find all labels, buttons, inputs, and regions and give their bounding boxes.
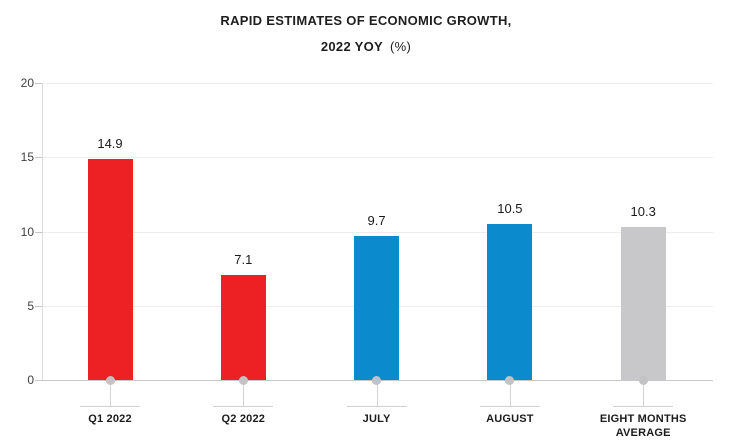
y-axis-tick-label: 0 (27, 373, 34, 387)
bar (487, 224, 533, 380)
chart-title: RAPID ESTIMATES OF ECONOMIC GROWTH, 2022… (0, 8, 732, 60)
gridline (42, 83, 713, 84)
bar (620, 227, 666, 380)
chart-title-line2: 2022 YOY (%) (0, 34, 732, 60)
y-axis-tick-label: 10 (20, 224, 34, 239)
bar (354, 235, 400, 380)
y-axis-tick-label: 5 (27, 298, 34, 313)
chart-title-unit: (%) (390, 39, 412, 54)
y-axis-tick (35, 83, 42, 84)
gridline (42, 157, 713, 159)
x-axis-label: JULY (362, 413, 391, 425)
category-marker-dot (105, 375, 115, 385)
category-marker-line (346, 406, 407, 407)
category-marker-line (479, 406, 540, 407)
bar-value-label: 10.5 (497, 201, 523, 217)
bar-value-label: 7.1 (234, 251, 253, 267)
y-axis-tick (35, 231, 42, 233)
x-axis-label: Q1 2022 (88, 413, 132, 425)
y-axis-tick-label: 15 (20, 150, 34, 165)
category-marker-stem (643, 380, 645, 406)
category-marker-line (213, 406, 274, 407)
bar-value-label: 9.7 (367, 212, 386, 228)
gridline (42, 231, 713, 233)
bar-value-label: 10.3 (630, 204, 656, 220)
category-marker-line (80, 406, 140, 407)
category-marker-dot (505, 375, 515, 385)
bar-value-label: 14.9 (97, 135, 123, 151)
y-axis-tick (35, 157, 42, 159)
y-axis-tick (35, 380, 42, 381)
category-marker-line (613, 406, 674, 407)
y-axis-line (42, 83, 43, 380)
bar (220, 274, 266, 380)
y-axis-tick (35, 305, 42, 307)
x-axis-label: EIGHT MONTHS AVERAGE (599, 413, 687, 439)
category-marker-dot (638, 375, 648, 385)
category-marker-dot (238, 375, 248, 385)
category-marker-stem (509, 380, 511, 406)
x-axis-label: AUGUST (486, 413, 534, 425)
bar (87, 158, 133, 380)
category-marker-stem (110, 380, 111, 406)
y-axis-tick-label: 20 (20, 76, 34, 90)
chart-title-year: 2022 YOY (320, 39, 384, 54)
category-marker-stem (376, 380, 378, 406)
chart-title-line1: RAPID ESTIMATES OF ECONOMIC GROWTH, (220, 13, 512, 28)
x-axis-label: Q2 2022 (221, 413, 266, 425)
category-marker-stem (243, 380, 245, 406)
category-marker-dot (372, 375, 382, 385)
